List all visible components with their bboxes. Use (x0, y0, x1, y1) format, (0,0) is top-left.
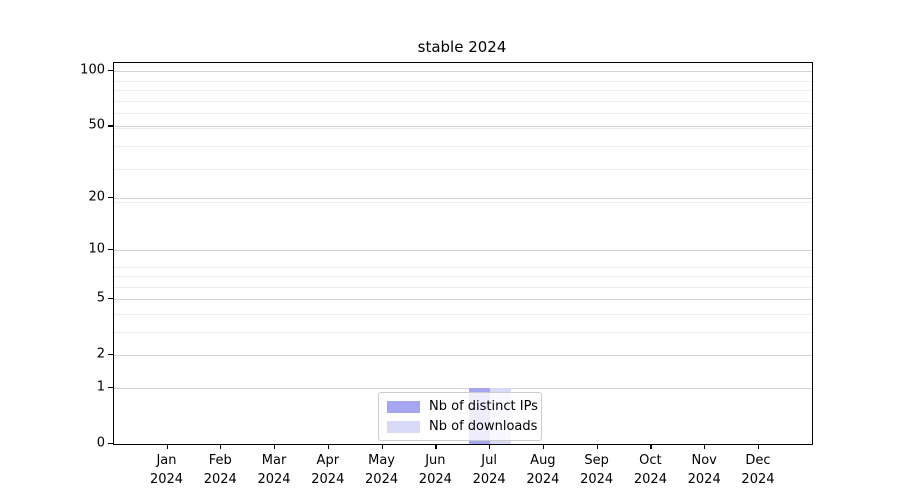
x-tick-label-aug: Aug 2024 (526, 453, 560, 487)
gridline-minor (114, 127, 812, 129)
x-tick-mark (489, 444, 491, 449)
legend-label-distinct-ips: Nb of distinct IPs (429, 399, 538, 414)
y-tick-label-5: 5 (96, 290, 105, 306)
gridline-major (114, 126, 812, 128)
x-tick-mark (435, 444, 437, 449)
y-tick-label-50: 50 (88, 117, 105, 133)
gridline-minor (114, 100, 812, 102)
y-tick-label-2: 2 (96, 346, 105, 362)
y-tick-mark (108, 197, 113, 199)
legend-item-downloads: Nb of downloads (387, 419, 537, 434)
gridline-major (114, 299, 812, 301)
legend-item-distinct-ips: Nb of distinct IPs (387, 399, 538, 414)
y-tick-mark (108, 443, 113, 445)
gridline-major (114, 198, 812, 200)
x-tick-label-apr: Apr 2024 (311, 453, 345, 487)
y-tick-mark (108, 354, 113, 356)
y-tick-mark (108, 125, 113, 127)
y-tick-mark (108, 70, 113, 72)
x-tick-mark (542, 444, 545, 449)
legend-label-downloads: Nb of downloads (429, 419, 538, 434)
x-tick-label-mar: Mar 2024 (257, 453, 291, 487)
y-tick-label-20: 20 (88, 189, 105, 205)
x-tick-mark (220, 444, 222, 449)
y-tick-label-1: 1 (96, 379, 105, 395)
x-tick-label-jul: Jul 2024 (472, 453, 506, 487)
y-tick-mark (108, 387, 113, 389)
x-tick-label-feb: Feb 2024 (203, 453, 237, 487)
gridline-minor (114, 266, 812, 268)
gridline-minor (114, 90, 812, 92)
legend-swatch-distinct-ips (387, 400, 420, 413)
y-tick-mark (108, 298, 113, 300)
gridline-major (114, 71, 812, 73)
gridline-minor (114, 80, 812, 82)
x-tick-mark (327, 444, 329, 449)
x-tick-label-oct: Oct 2024 (633, 453, 667, 487)
gridline-minor (114, 169, 812, 171)
x-tick-label-jun: Jun 2024 (418, 453, 452, 487)
gridline-minor (114, 146, 812, 148)
x-tick-label-may: May 2024 (365, 453, 399, 487)
chart-title: stable 2024 (417, 38, 507, 56)
y-tick-label-10: 10 (88, 241, 105, 257)
x-tick-mark (757, 444, 760, 449)
y-tick-label-0: 0 (96, 435, 105, 451)
x-tick-mark (596, 444, 598, 449)
x-tick-mark (381, 444, 383, 449)
gridline-minor (114, 332, 812, 334)
x-tick-label-jan: Jan 2024 (149, 453, 184, 487)
legend: Nb of distinct IPs Nb of downloads (378, 392, 542, 441)
x-tick-label-sep: Sep 2024 (580, 453, 614, 487)
gridline-minor (114, 202, 812, 203)
x-tick-mark (166, 444, 168, 449)
gridline-major (114, 355, 812, 357)
plot-area: Nb of distinct IPs Nb of downloads (113, 62, 813, 445)
x-tick-label-dec: Dec 2024 (741, 453, 775, 487)
gridline-minor (114, 113, 812, 115)
legend-swatch-downloads (387, 420, 420, 433)
gridline-major (114, 388, 812, 389)
x-tick-mark (650, 444, 652, 449)
x-tick-label-nov: Nov 2024 (687, 453, 721, 487)
gridline-major (114, 250, 812, 252)
gridline-minor (114, 313, 812, 315)
gridline-minor (114, 286, 812, 288)
x-tick-mark (704, 444, 706, 449)
x-tick-mark (274, 444, 276, 449)
y-tick-label-100: 100 (80, 62, 105, 78)
y-tick-mark (108, 249, 113, 251)
gridline-minor (114, 276, 812, 278)
